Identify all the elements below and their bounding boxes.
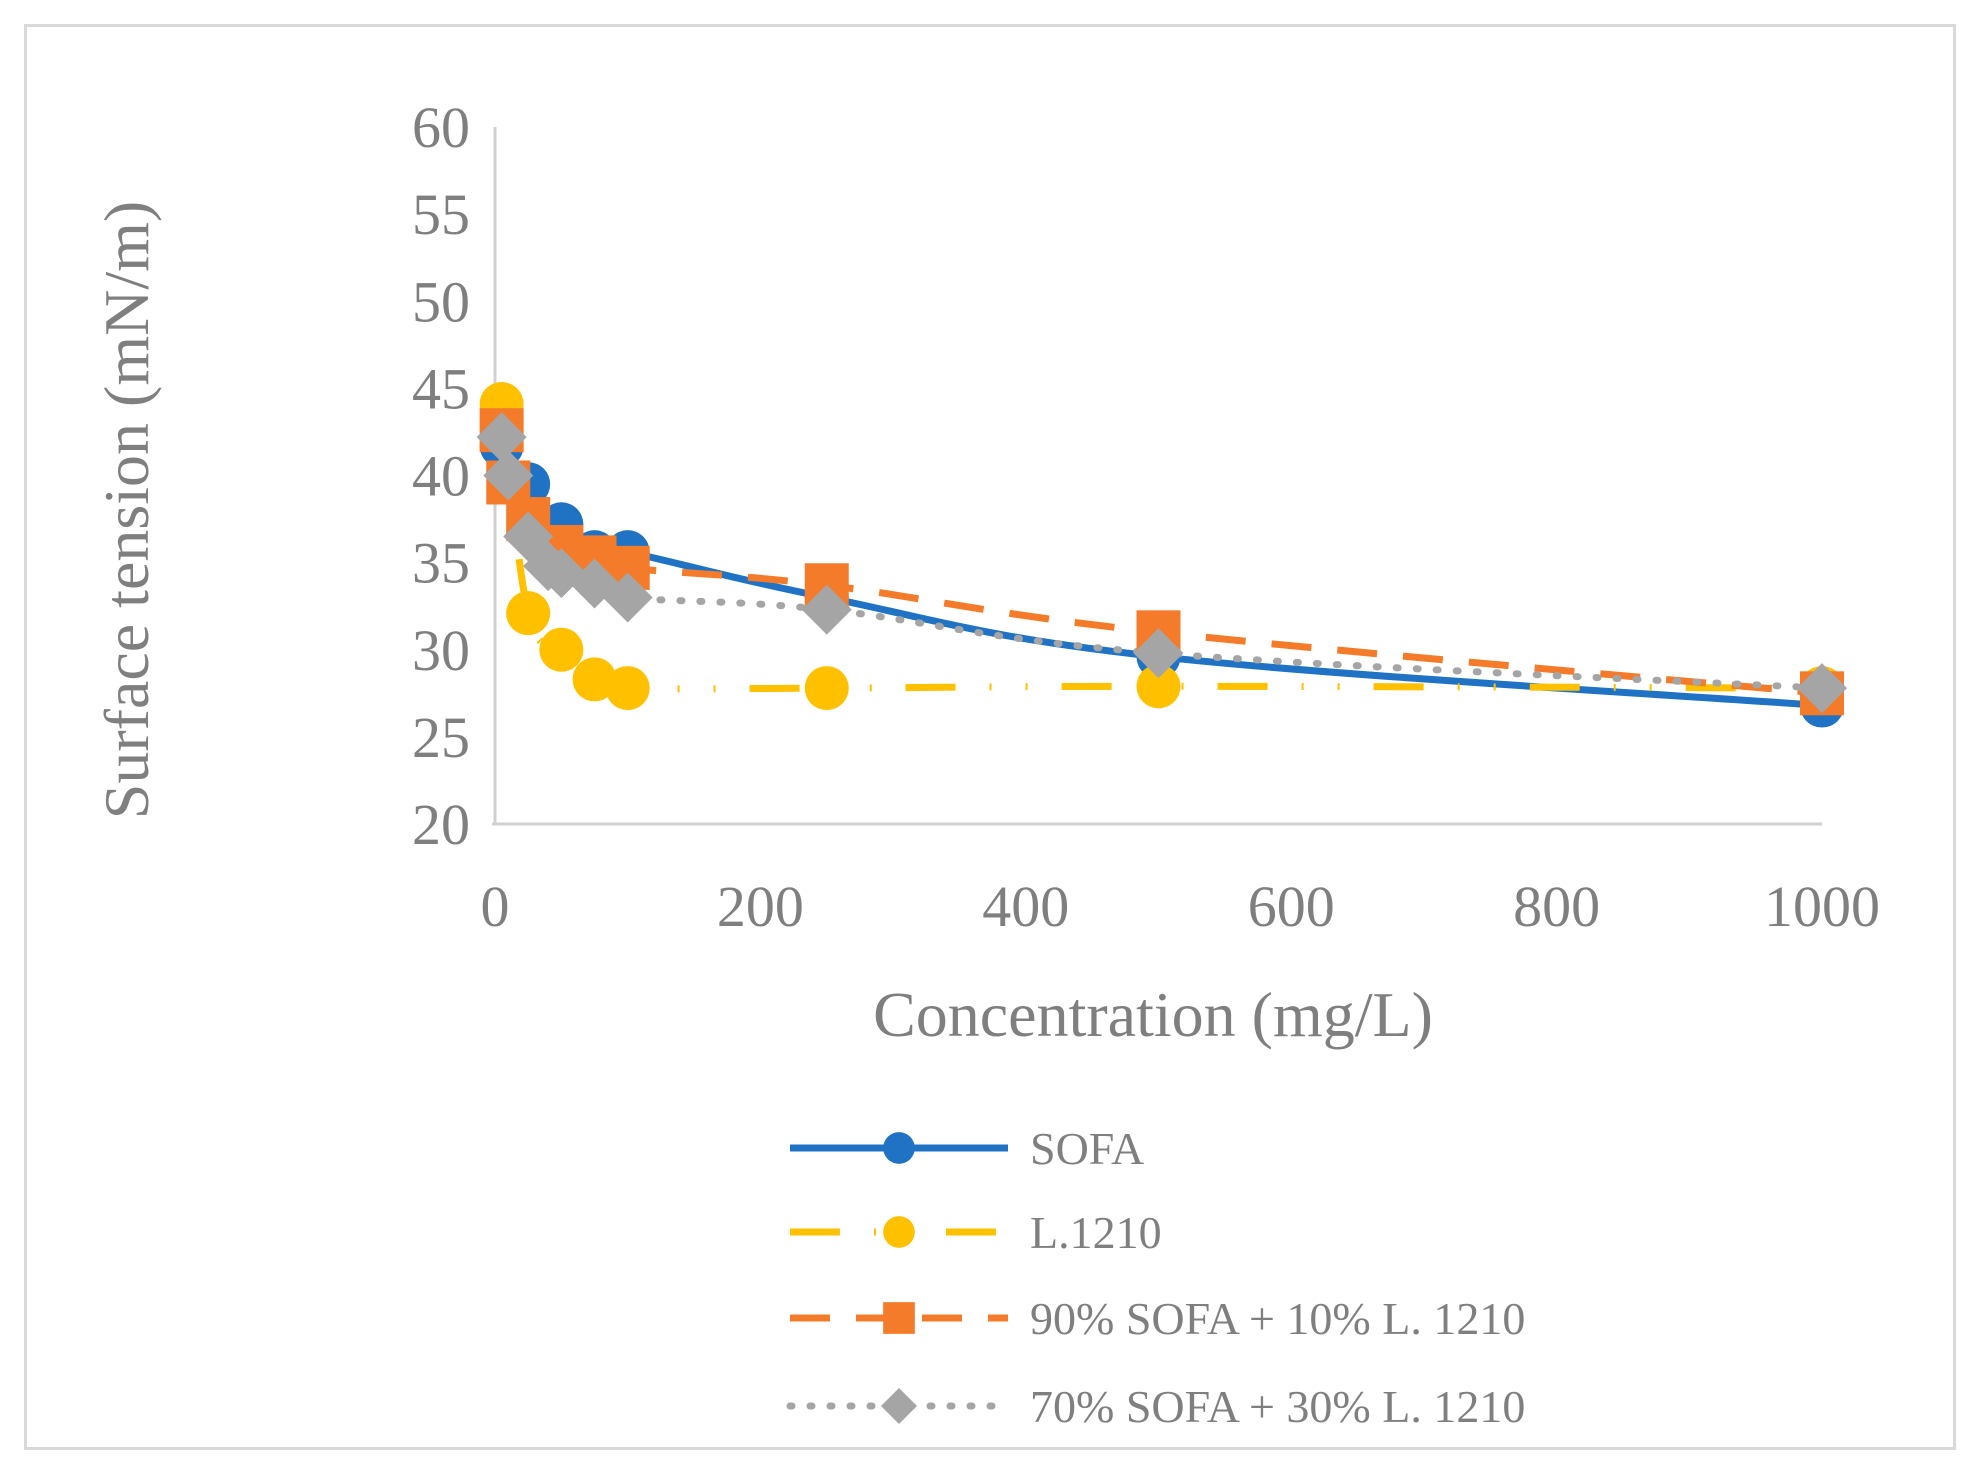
y-tick-label: 40 xyxy=(412,444,470,509)
y-tick-label: 35 xyxy=(412,531,470,596)
y-tick-label: 60 xyxy=(412,95,470,160)
legend-item: 90% SOFA + 10% L. 1210 xyxy=(790,1293,1525,1344)
data-point xyxy=(1133,628,1184,679)
data-point xyxy=(1797,663,1847,714)
data-point xyxy=(476,412,527,463)
data-point xyxy=(539,627,584,672)
y-axis-title: Surface tension (mN/m) xyxy=(91,201,162,820)
legend-item: 70% SOFA + 30% L. 1210 xyxy=(786,1381,1525,1432)
x-tick-label: 600 xyxy=(1248,874,1335,939)
x-tick-label: 200 xyxy=(717,874,804,939)
y-tick-label: 20 xyxy=(412,792,470,857)
legend-marker xyxy=(881,1388,917,1424)
chart-frame xyxy=(24,24,1956,1450)
legend-label: 70% SOFA + 30% L. 1210 xyxy=(1030,1381,1525,1432)
data-point xyxy=(572,657,617,702)
y-tick-label: 50 xyxy=(412,269,470,334)
data-point xyxy=(804,666,849,711)
x-tick-labels: 0 200 400 600 800 1000 xyxy=(481,874,1881,939)
legend-item: SOFA xyxy=(790,1123,1144,1174)
data-point xyxy=(483,450,534,501)
legend-marker xyxy=(883,1132,915,1164)
legend-marker xyxy=(883,1216,915,1248)
data-point xyxy=(605,666,650,711)
x-tick-label: 800 xyxy=(1513,874,1600,939)
data-point xyxy=(801,584,852,635)
x-tick-label: 0 xyxy=(481,874,510,939)
series-markers xyxy=(476,382,1847,728)
legend-item: L.1210 xyxy=(790,1207,1162,1258)
y-tick-label: 55 xyxy=(412,182,470,247)
y-tick-label: 30 xyxy=(412,618,470,683)
y-tick-labels: 20 25 30 35 40 45 50 55 60 xyxy=(412,95,470,857)
x-tick-label: 1000 xyxy=(1764,874,1880,939)
y-tick-label: 25 xyxy=(412,705,470,770)
y-tick-label: 45 xyxy=(412,356,470,421)
data-point xyxy=(1136,664,1181,709)
data-point xyxy=(602,572,653,623)
data-point xyxy=(506,591,551,636)
legend-label: L.1210 xyxy=(1030,1207,1162,1258)
x-axis-title: Concentration (mg/L) xyxy=(873,979,1433,1050)
legend-label: 90% SOFA + 10% L. 1210 xyxy=(1030,1293,1525,1344)
legend-label: SOFA xyxy=(1030,1123,1144,1174)
legend-marker xyxy=(883,1302,915,1334)
x-tick-label: 400 xyxy=(982,874,1069,939)
legend: SOFA L.1210 90% SOFA + 10% L. 1210 70% SOFA… xyxy=(786,1123,1525,1432)
